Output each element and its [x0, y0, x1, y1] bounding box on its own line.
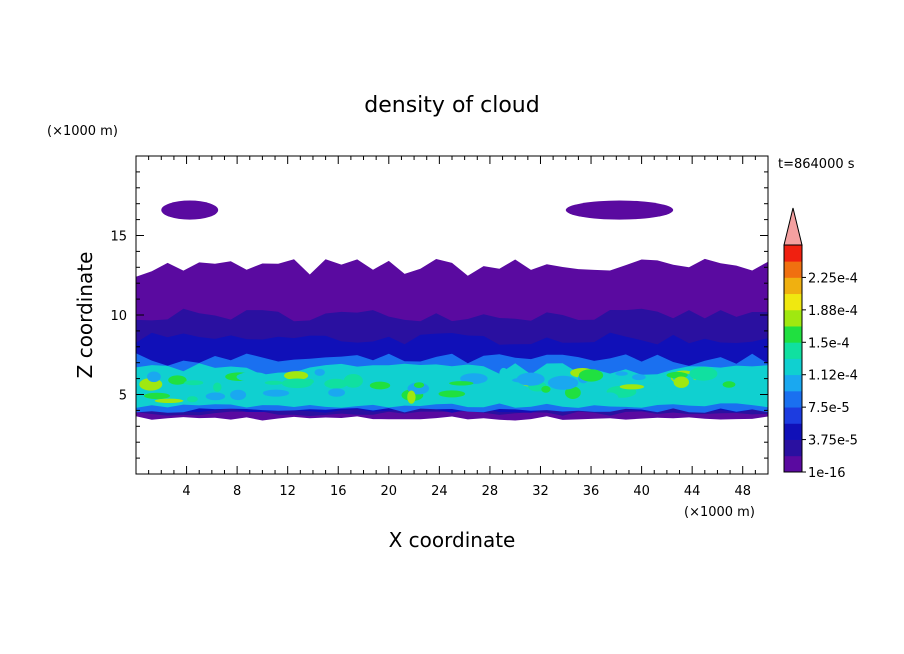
colorbar-label: 1.88e-4 [808, 304, 858, 319]
cloud-cell [438, 390, 466, 398]
colorbar-swatch [784, 261, 802, 278]
colorbar-swatch [784, 293, 802, 311]
colorbar-swatch [784, 326, 802, 343]
colorbar-swatch [784, 309, 802, 327]
cloud-cell [154, 398, 184, 403]
colorbar-swatch [784, 423, 802, 440]
cloud-cell [147, 371, 161, 383]
cloud-cell [328, 388, 345, 397]
cloud-cell [168, 375, 187, 385]
cloud-cell [144, 392, 170, 400]
cloud-cell [615, 371, 628, 376]
colorbar-frame [783, 244, 803, 473]
x-tick-label: 24 [431, 484, 448, 499]
cloud-patch [565, 200, 674, 220]
time-label: t=864000 s [778, 157, 855, 172]
cloud-cell [324, 378, 348, 389]
x-tick-label: 48 [734, 484, 751, 499]
y-tick-label: 5 [119, 389, 127, 404]
y-tick-label: 15 [110, 230, 127, 245]
colorbar-swatch [784, 342, 802, 359]
cloud-cell [673, 376, 689, 388]
cloud-cell [407, 390, 416, 404]
colorbar-label: 7.5e-5 [808, 401, 850, 416]
colorbar-swatch [784, 390, 802, 408]
cloud-cell [547, 375, 579, 390]
colorbar-swatch [784, 455, 802, 473]
x-tick-label: 36 [583, 484, 600, 499]
cloud-cell [499, 367, 508, 380]
cloud-cell [578, 369, 604, 382]
colorbar-swatch [784, 407, 802, 424]
cloud-cell [632, 374, 646, 381]
cloud-cell [284, 371, 309, 381]
cloud-cell [281, 378, 313, 389]
cloud-cell [184, 380, 204, 386]
cloud-cell [655, 394, 679, 403]
colorbar-swatch [784, 245, 802, 262]
cloud-cell [449, 381, 474, 386]
cloud-cell [187, 396, 198, 403]
cloud-cell [722, 381, 736, 388]
cloud-cell [369, 381, 391, 390]
cloud-cell [230, 389, 247, 401]
colorbar-swatch [784, 277, 802, 295]
cloud-cell [314, 368, 325, 376]
colorbar-label: 1.5e-4 [808, 336, 850, 351]
x-tick-label: 16 [330, 484, 347, 499]
cloud-cell [262, 389, 290, 397]
cloud-cell [348, 388, 372, 394]
colorbar-overflow-arrow [783, 207, 803, 246]
x-tick-label: 44 [684, 484, 701, 499]
cloud-patch [161, 200, 219, 220]
cloud-cell [305, 378, 314, 385]
x-tick-label: 28 [482, 484, 499, 499]
cloud-cell [343, 374, 363, 388]
colorbar-swatch [784, 358, 802, 376]
cloud-cell [236, 372, 269, 382]
y-unit-label: (×1000 m) [47, 124, 118, 139]
x-tick-label: 4 [182, 484, 190, 499]
cloud-field [136, 200, 768, 421]
cloud-cell [648, 383, 659, 394]
colorbar-label: 1e-16 [808, 466, 846, 481]
y-axis-label: Z coordinate [73, 252, 97, 379]
cloud-cell [213, 382, 222, 392]
x-tick-label: 8 [233, 484, 241, 499]
cloud-cell [512, 377, 542, 384]
colorbar-label: 1.12e-4 [808, 369, 858, 384]
colorbar-label: 3.75e-5 [808, 434, 858, 449]
plot-area [136, 156, 768, 474]
cloud-cell [565, 386, 581, 400]
colorbar: 1e-16 3.75e-5 7.5e-5 1.12e-4 1.5e-4 1.88e-4 2.… [783, 207, 858, 481]
cloud-cell [205, 392, 226, 401]
x-tick-label: 20 [381, 484, 398, 499]
cloud-cell [689, 366, 718, 381]
cloud-cell [460, 373, 488, 384]
y-tick-label: 10 [110, 309, 127, 324]
x-axis: 4 8 12 16 20 24 28 32 36 40 44 48 [148, 156, 756, 499]
colorbar-swatch [784, 439, 802, 457]
cloud-cell [600, 392, 619, 405]
x-tick-label: 32 [532, 484, 549, 499]
cloud-cell [413, 382, 425, 388]
x-tick-label: 12 [279, 484, 296, 499]
colorbar-swatch [784, 374, 802, 392]
x-tick-label: 40 [633, 484, 650, 499]
cloud-cell [747, 381, 768, 394]
y-axis: 5 10 15 [110, 171, 768, 459]
x-axis-label: X coordinate [389, 528, 516, 552]
cloud-cell [541, 385, 551, 393]
x-unit-label: (×1000 m) [684, 505, 755, 520]
cloud-cell [619, 384, 645, 390]
cloud-cell [264, 380, 284, 385]
chart-title: density of cloud [364, 93, 539, 118]
colorbar-label: 2.25e-4 [808, 271, 858, 286]
